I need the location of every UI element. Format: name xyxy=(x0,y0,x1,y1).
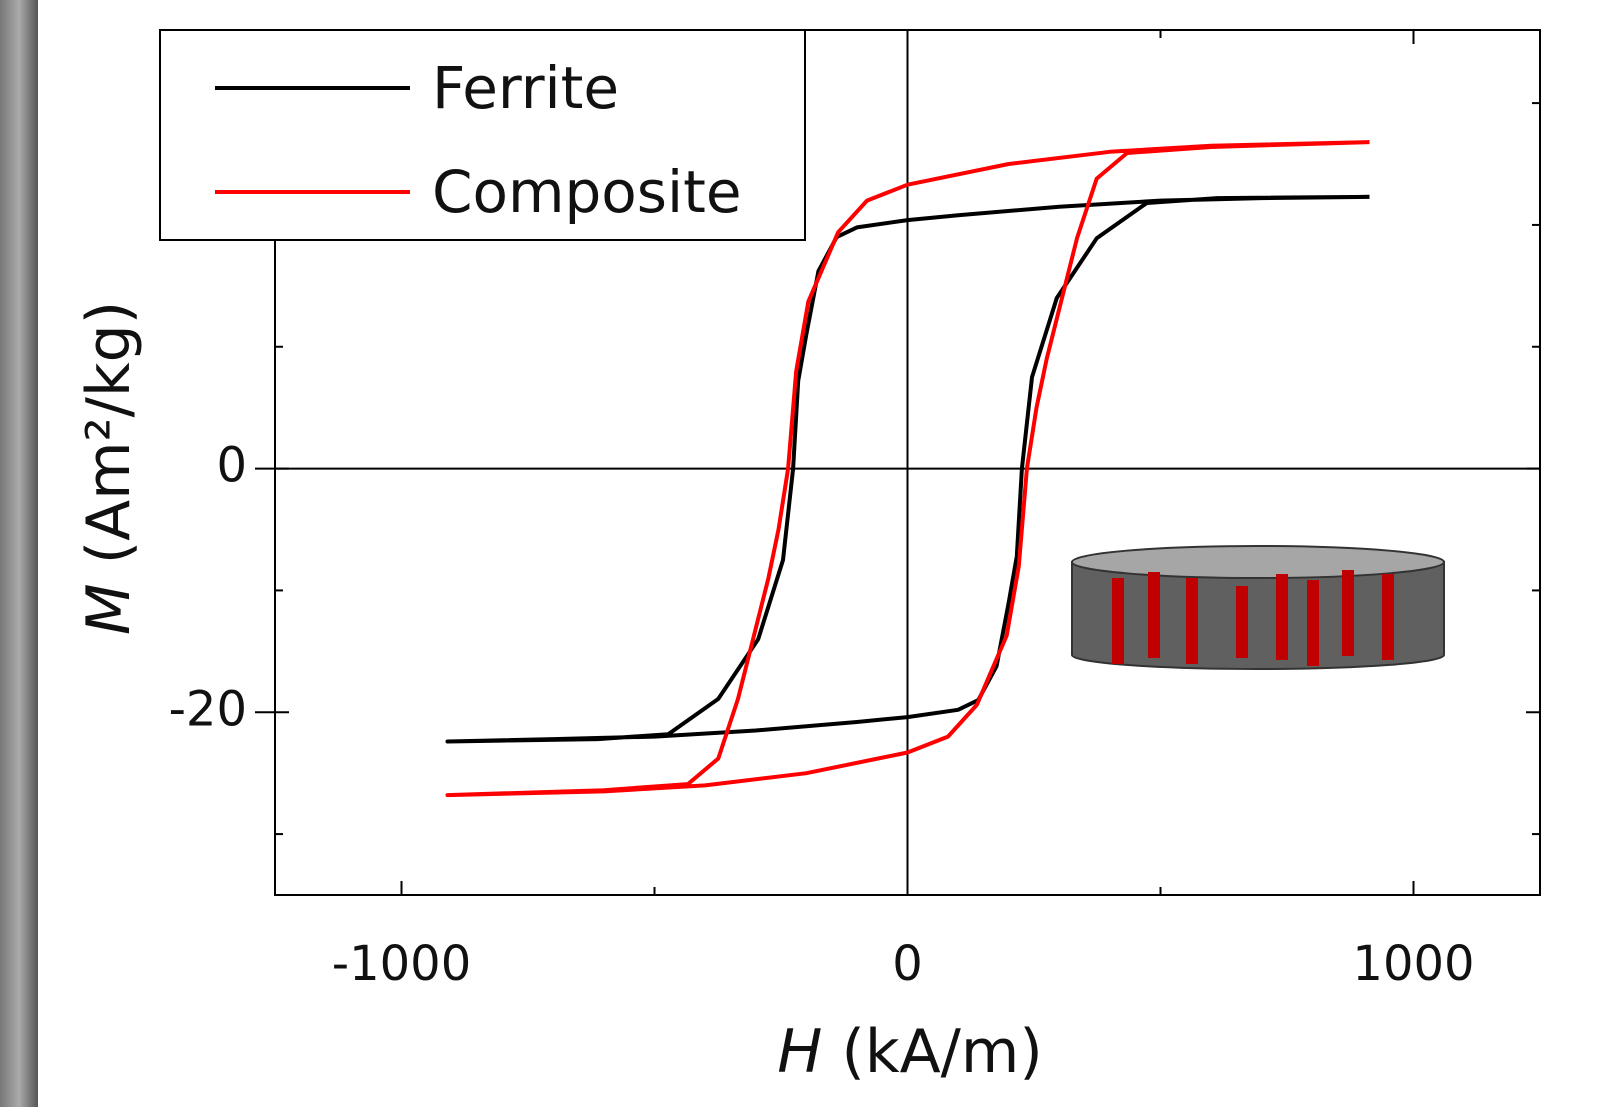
x-label-unit: (kA/m) xyxy=(841,1017,1042,1087)
x-tick-label: 0 xyxy=(892,936,923,992)
legend-label: Composite xyxy=(432,158,742,226)
legend-label: Ferrite xyxy=(432,54,619,122)
series-line xyxy=(445,194,1370,744)
cylinder-top xyxy=(1071,545,1445,579)
y-label-symbol: M xyxy=(74,583,144,635)
x-axis-label: H (kA/m) xyxy=(777,1017,1042,1087)
series-line xyxy=(445,140,1370,798)
y-axis-label: M (Am²/kg) xyxy=(74,301,144,635)
legend-box xyxy=(159,29,806,241)
y-tick-label: 0 xyxy=(216,438,247,494)
y-tick-label: -20 xyxy=(169,681,247,737)
x-tick-label: 1000 xyxy=(1352,936,1474,992)
inset-illustration xyxy=(1071,545,1445,670)
y-label-unit: (Am²/kg) xyxy=(74,301,144,564)
x-tick-label: -1000 xyxy=(332,936,471,992)
fibers xyxy=(1112,570,1394,666)
x-label-symbol: H xyxy=(777,1017,822,1087)
side-image-strip xyxy=(0,0,38,1107)
